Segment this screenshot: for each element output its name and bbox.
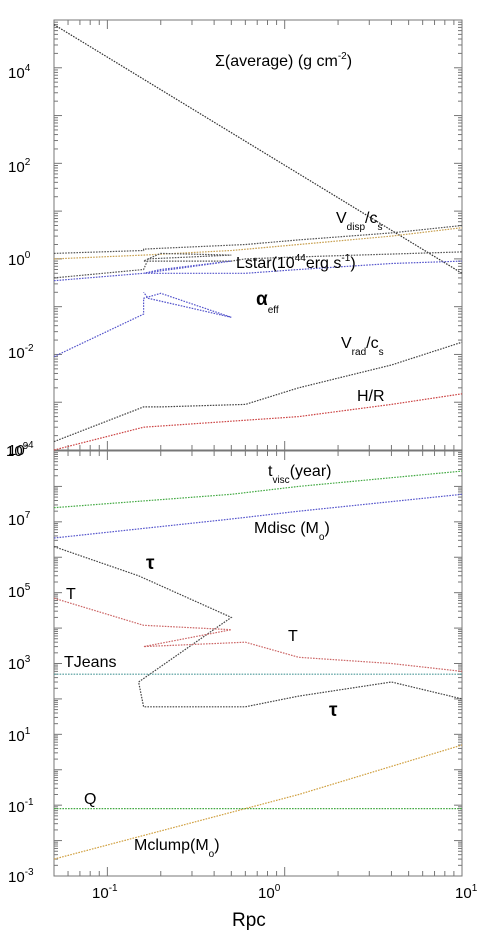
- x-tick-label-1: 100: [258, 883, 281, 902]
- y-tick-label-bottom-2: 103: [8, 654, 31, 673]
- panel-top-ticks: [53, 19, 463, 451]
- series-line-top-1: [53, 224, 463, 254]
- label-mclump: Mclump(Mo): [134, 837, 220, 860]
- panel-bottom-curves: [53, 470, 463, 860]
- label-t-left: T: [66, 586, 76, 603]
- y-tick-label-top-0: 104: [8, 63, 31, 82]
- series-line-bottom-3: [53, 597, 463, 672]
- x-tick-label-0: 10-1: [92, 883, 118, 902]
- y-tick-label-bottom-4: 10-1: [8, 797, 34, 816]
- y-tick-label-top-4: 10-4: [8, 440, 34, 459]
- label-vrad-cs: Vrad/cs: [341, 335, 384, 358]
- series-line-top-4: [53, 260, 463, 282]
- y-tick-label-bottom-3: 101: [8, 726, 31, 745]
- series-line-top-7: [53, 393, 463, 451]
- series-line-bottom-1: [53, 493, 463, 539]
- panel-top: 104 102 100 10-2 10-4 Σ(average) (g cm-2…: [8, 19, 463, 459]
- label-t-visc: tvisc(year): [268, 463, 331, 486]
- label-sigma-average: Σ(average) (g cm-2): [215, 51, 352, 70]
- x-tick-label-2: 101: [455, 883, 478, 902]
- label-tau-lower: τ: [329, 700, 338, 721]
- series-line-top-5: [53, 291, 232, 358]
- y-tick-label-bottom-5: 10-3: [8, 867, 34, 886]
- panel-bottom: 109 107 105 103 101 10-1 10-3 10-1 100 1…: [6, 441, 478, 931]
- label-vdisp-cs: Vdisp/cs: [336, 210, 382, 233]
- label-t-right: T: [288, 628, 298, 645]
- series-line-bottom-2: [53, 546, 463, 708]
- x-axis-title: Rpc: [232, 910, 266, 931]
- y-tick-label-top-1: 102: [8, 157, 31, 176]
- series-line-top-3: [53, 251, 463, 279]
- label-mdisc: Mdisc (Mo): [254, 520, 330, 543]
- panel-top-frame: [53, 19, 463, 451]
- series-line-bottom-6: [53, 744, 463, 860]
- panel-top-curves: [53, 24, 463, 451]
- label-lstar: Lstar(1044erg s-1): [236, 253, 356, 272]
- series-line-bottom-0: [53, 470, 463, 509]
- y-tick-label-bottom-0: 107: [8, 510, 31, 529]
- series-line-top-6: [53, 341, 463, 443]
- y-tick-label-bottom-1: 105: [8, 582, 31, 601]
- label-q: Q: [84, 791, 96, 808]
- series-line-top-0: [53, 24, 463, 274]
- y-tick-label-top-2: 100: [8, 250, 31, 269]
- label-tjeans: TJeans: [64, 654, 116, 671]
- label-alpha-eff: αeff: [256, 289, 279, 316]
- label-tau-upper: τ: [146, 553, 155, 574]
- series-line-top-2: [53, 227, 463, 260]
- label-h-r: H/R: [357, 388, 385, 405]
- y-tick-label-bottom-top: 109: [6, 441, 29, 460]
- y-tick-label-top-3: 10-2: [8, 343, 34, 362]
